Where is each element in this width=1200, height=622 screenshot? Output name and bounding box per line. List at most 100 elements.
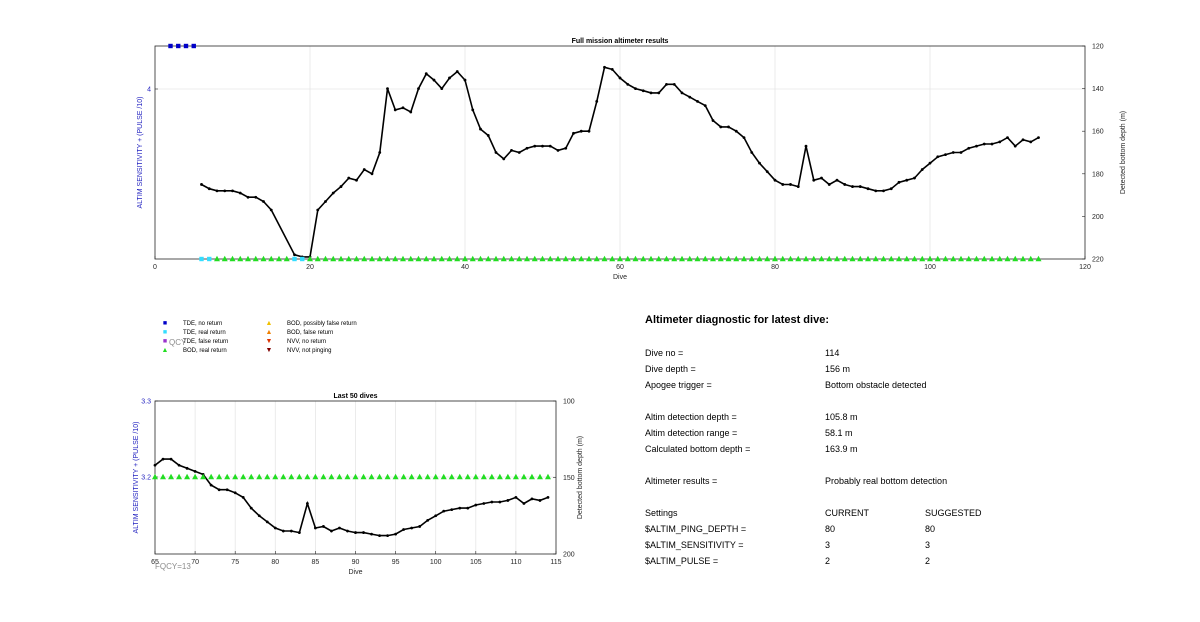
marker-triangle xyxy=(214,255,220,262)
legend-label: TDE, real return xyxy=(183,330,226,336)
x-tick-label: 0 xyxy=(153,264,157,271)
marker-triangle xyxy=(330,255,337,262)
x-tick-label: 65 xyxy=(151,559,159,566)
marker-square xyxy=(199,256,204,262)
depth-point xyxy=(339,185,343,188)
marker-triangle xyxy=(469,255,476,262)
marker-triangle xyxy=(440,473,447,480)
depth-point xyxy=(967,146,971,150)
depth-point xyxy=(231,189,234,193)
depth-point xyxy=(936,155,940,159)
marker-square xyxy=(168,43,173,49)
x-tick-label: 70 xyxy=(191,559,199,566)
marker-triangle xyxy=(353,255,360,262)
marker-triangle xyxy=(432,473,439,480)
depth-point xyxy=(998,140,1002,144)
marker-triangle xyxy=(834,255,840,262)
depth-point xyxy=(424,72,428,76)
marker-triangle xyxy=(872,255,879,262)
depth-point xyxy=(273,526,277,530)
y-right-axis-label: Detected bottom depth (m) xyxy=(1120,111,1127,194)
legend-label: NVV, no return xyxy=(287,339,327,345)
marker-triangle xyxy=(756,255,763,262)
depth-point xyxy=(386,87,389,90)
depth-point xyxy=(450,508,454,512)
marker-triangle xyxy=(601,255,608,262)
depth-point xyxy=(1021,138,1025,142)
depth-point xyxy=(920,168,924,171)
marker-triangle xyxy=(192,473,199,480)
depth-point xyxy=(1013,144,1017,148)
x-tick-label: 105 xyxy=(470,559,482,566)
marker-triangle xyxy=(248,473,255,480)
depth-point xyxy=(514,495,518,499)
x-tick-label: 120 xyxy=(1079,264,1091,271)
marker-triangle xyxy=(152,473,158,480)
marker-triangle xyxy=(508,255,515,262)
depth-point xyxy=(281,529,285,533)
depth-point xyxy=(378,151,382,154)
depth-point xyxy=(711,119,715,122)
depth-point xyxy=(649,91,653,95)
depth-point xyxy=(758,161,761,165)
settings-header-suggested: SUGGESTED xyxy=(925,508,982,518)
depth-point xyxy=(471,108,475,112)
marker-triangle xyxy=(456,473,463,480)
marker-triangle xyxy=(512,473,519,480)
legend-label: BOD, false return xyxy=(287,330,334,336)
x-tick-label: 100 xyxy=(924,264,936,271)
depth-point xyxy=(498,500,502,504)
marker-triangle xyxy=(368,473,375,480)
depth-series-line xyxy=(154,458,549,537)
legend-item: ▲ BOD, real return xyxy=(161,347,227,355)
depth-point xyxy=(874,189,878,193)
legend-marker-icon: ▲ xyxy=(161,347,169,354)
depth-point xyxy=(858,185,862,188)
depth-point xyxy=(417,87,420,90)
marker-triangle xyxy=(448,473,455,480)
depth-point xyxy=(215,189,219,193)
depth-point xyxy=(418,525,422,528)
x-tick-label: 75 xyxy=(231,559,239,566)
depth-point xyxy=(502,157,506,161)
marker-triangle xyxy=(407,255,414,262)
depth-point xyxy=(812,178,816,182)
diag-value: 156 m xyxy=(825,364,851,374)
depth-point xyxy=(354,531,357,534)
depth-point xyxy=(688,95,692,99)
depth-point xyxy=(696,99,699,103)
depth-point xyxy=(897,180,901,184)
depth-point xyxy=(587,129,591,133)
diag-label: Calculated bottom depth = xyxy=(645,444,751,454)
legend-marker-icon: ■ xyxy=(162,338,168,345)
depth-point xyxy=(238,191,242,195)
marker-triangle xyxy=(989,255,995,262)
depth-point xyxy=(223,189,227,193)
marker-triangle xyxy=(376,255,383,262)
depth-point xyxy=(346,529,349,533)
marker-square xyxy=(183,43,189,49)
depth-point xyxy=(249,506,253,510)
marker-triangle xyxy=(562,255,569,262)
depth-point xyxy=(269,208,273,212)
x-tick-label: 20 xyxy=(306,264,314,271)
depth-point xyxy=(944,153,947,157)
depth-point xyxy=(1029,140,1033,144)
diag-label: Dive depth = xyxy=(645,364,696,374)
depth-point xyxy=(541,144,544,148)
marker-triangle xyxy=(500,255,507,262)
depth-point xyxy=(254,195,258,199)
depth-point xyxy=(246,195,250,199)
marker-triangle xyxy=(221,255,228,262)
marker-triangle xyxy=(741,255,747,262)
marker-triangle xyxy=(536,473,543,480)
depth-point xyxy=(765,170,769,174)
legend-item: ■ TDE, false return xyxy=(161,338,228,346)
depth-point xyxy=(517,151,521,154)
depth-point xyxy=(533,144,537,148)
depth-point xyxy=(486,134,490,137)
setting-suggested: 3 xyxy=(925,540,931,550)
marker-triangle xyxy=(671,255,678,262)
depth-point xyxy=(866,187,870,191)
depth-point xyxy=(1037,136,1040,139)
